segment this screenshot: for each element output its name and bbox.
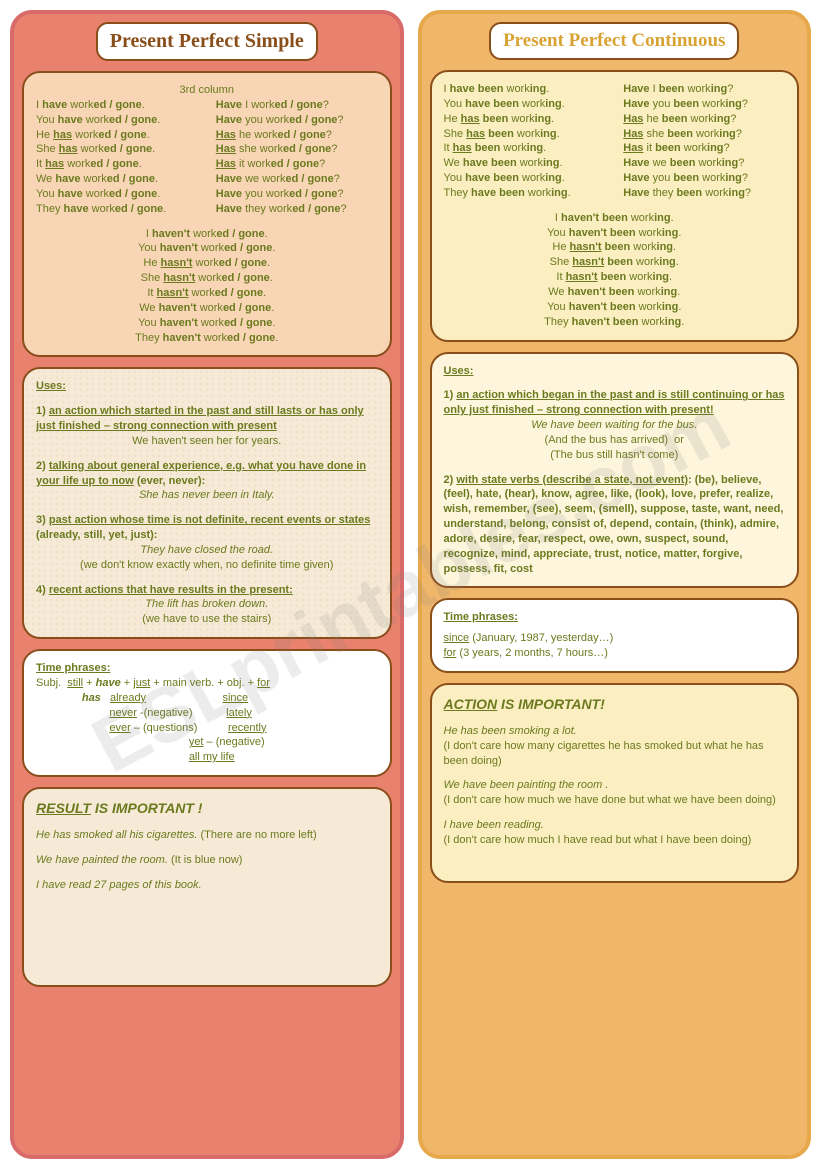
right-quest: Have I been working?Have you been workin…: [623, 82, 785, 201]
time-heading-r: Time phrases:: [444, 611, 518, 623]
left-time: Time phrases: Subj. still + have + just …: [22, 649, 392, 777]
conj-header: 3rd column: [36, 83, 378, 98]
right-summary: ACTION IS IMPORTANT! He has been smoking…: [430, 683, 800, 883]
left-quest: Have I worked / gone?Have you worked / g…: [216, 98, 378, 217]
right-conjugation: I have been working.You have been workin…: [430, 70, 800, 342]
left-title: Present Perfect Simple: [96, 22, 318, 61]
left-conjugation: 3rd column I have worked / gone.You have…: [22, 71, 392, 357]
left-affirm: I have worked / gone.You have worked / g…: [36, 98, 198, 217]
right-time: Time phrases: since (January, 1987, yest…: [430, 598, 800, 673]
left-summary: RESULT IS IMPORTANT ! He has smoked all …: [22, 787, 392, 987]
right-uses: Uses: 1) an action which began in the pa…: [430, 352, 800, 589]
uses-heading: Uses:: [36, 379, 378, 394]
left-summary-title: RESULT IS IMPORTANT !: [36, 799, 378, 818]
left-neg: I haven't worked / gone.You haven't work…: [36, 227, 378, 346]
time-heading: Time phrases:: [36, 662, 110, 674]
left-uses-list: 1) an action which started in the past a…: [36, 404, 378, 627]
right-affirm: I have been working.You have been workin…: [444, 82, 606, 201]
right-column: Present Perfect Continuous I have been w…: [418, 10, 812, 1159]
left-uses: Uses: 1) an action which started in the …: [22, 367, 392, 639]
left-time-body: Subj. still + have + just + main verb. +…: [36, 676, 378, 765]
right-uses-list: 1) an action which began in the past and…: [444, 388, 786, 576]
right-summary-title: ACTION IS IMPORTANT!: [444, 695, 786, 714]
right-time-body: since (January, 1987, yesterday…)for (3 …: [444, 631, 786, 661]
uses-heading-r: Uses:: [444, 364, 786, 379]
right-summary-lines: He has been smoking a lot.(I don't care …: [444, 724, 786, 848]
right-neg: I haven't been working.You haven't been …: [444, 211, 786, 330]
left-summary-lines: He has smoked all his cigarettes. (There…: [36, 828, 378, 893]
left-column: Present Perfect Simple 3rd column I have…: [10, 10, 404, 1159]
right-title: Present Perfect Continuous: [489, 22, 739, 60]
